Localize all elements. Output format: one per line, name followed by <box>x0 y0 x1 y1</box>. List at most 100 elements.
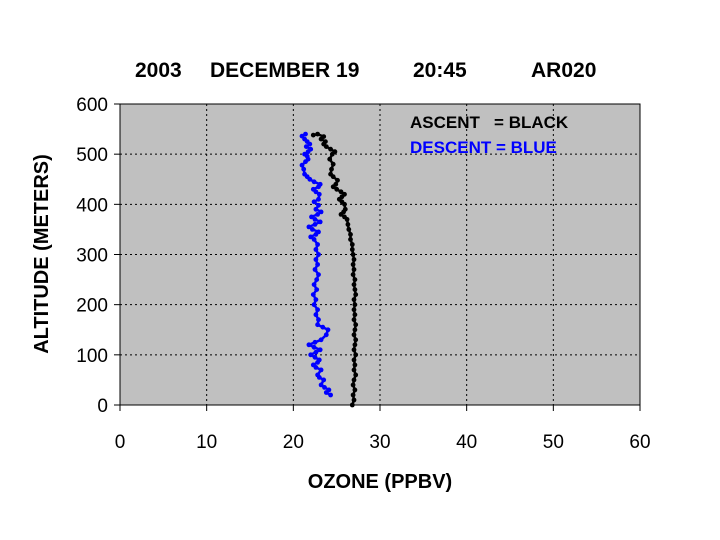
chart-title: 2003 DECEMBER 19 20:45 AR020 <box>135 59 596 82</box>
y-tick-label: 100 <box>76 346 108 367</box>
data-point <box>311 179 317 185</box>
title-time: 20:45 <box>413 59 467 82</box>
data-point <box>351 257 357 262</box>
data-point <box>351 357 357 363</box>
data-point <box>313 297 319 302</box>
data-point <box>342 206 348 212</box>
data-point <box>310 362 316 368</box>
data-point <box>327 156 333 162</box>
data-point <box>318 209 324 215</box>
data-point <box>335 177 340 183</box>
data-point <box>311 302 317 308</box>
data-point <box>353 322 359 328</box>
data-point <box>312 339 318 345</box>
x-tick-label: 10 <box>196 432 217 453</box>
data-point <box>322 385 327 390</box>
data-point <box>352 287 358 292</box>
data-point <box>330 161 336 167</box>
x-tick-label: 30 <box>369 432 390 453</box>
data-point <box>352 387 358 393</box>
y-tick-label: 0 <box>97 396 108 417</box>
data-point <box>315 372 320 378</box>
y-tick-label: 400 <box>76 195 108 216</box>
data-point <box>308 146 314 152</box>
data-point <box>299 162 305 168</box>
data-point <box>313 206 319 212</box>
data-point <box>350 392 356 398</box>
data-point <box>318 382 324 388</box>
grid-lines <box>120 104 640 405</box>
data-point <box>348 232 353 237</box>
legend-descent: DESCENT = BLUE <box>410 138 557 157</box>
data-point <box>301 166 307 172</box>
data-point <box>315 307 320 313</box>
data-point <box>314 277 320 282</box>
data-point <box>326 387 332 393</box>
data-point <box>308 352 314 358</box>
data-point <box>333 181 339 187</box>
x-tick-label: 0 <box>115 432 126 453</box>
data-point <box>329 166 334 172</box>
legend: ASCENT = BLACK DESCENT = BLUE <box>410 113 569 157</box>
data-point <box>318 367 324 373</box>
y-tick-label: 500 <box>76 145 108 166</box>
data-point <box>312 354 318 360</box>
title-date: DECEMBER 19 <box>210 59 359 82</box>
series-layer <box>299 131 359 408</box>
data-point <box>351 267 357 272</box>
data-point <box>317 219 323 225</box>
y-tick-label: 600 <box>76 95 108 116</box>
data-point <box>353 352 359 358</box>
data-point <box>310 292 316 297</box>
data-point <box>351 347 357 353</box>
data-point <box>316 202 321 208</box>
data-point <box>323 139 328 145</box>
data-point <box>317 347 323 353</box>
data-point <box>351 317 357 323</box>
data-point <box>311 344 317 350</box>
data-point <box>350 272 356 277</box>
data-point <box>313 349 319 355</box>
data-point <box>316 252 321 257</box>
data-point <box>328 171 333 177</box>
data-point <box>315 212 320 217</box>
data-point <box>345 222 351 227</box>
data-point <box>320 324 326 330</box>
data-point <box>349 242 355 247</box>
data-point <box>316 357 322 363</box>
data-point <box>321 377 327 383</box>
data-point <box>316 196 321 202</box>
title-year: 2003 <box>135 59 182 82</box>
data-point <box>318 337 324 343</box>
data-point <box>348 237 353 242</box>
data-point <box>351 307 357 313</box>
data-point <box>310 132 316 138</box>
legend-ascent: ASCENT = BLACK <box>410 113 569 132</box>
data-point <box>351 332 357 338</box>
data-point <box>351 297 357 302</box>
data-point <box>349 247 355 252</box>
data-point <box>310 227 315 232</box>
data-point <box>315 131 320 137</box>
data-point <box>315 262 320 267</box>
data-point <box>328 146 333 152</box>
data-point <box>315 242 320 247</box>
x-tick-label: 20 <box>283 432 304 453</box>
data-point <box>313 312 319 318</box>
data-point <box>306 342 312 348</box>
descent-points <box>299 131 333 398</box>
data-point <box>353 337 359 343</box>
data-point <box>352 327 358 333</box>
data-point <box>352 312 358 318</box>
data-point <box>317 181 323 187</box>
data-point <box>316 317 321 323</box>
data-point <box>351 397 357 403</box>
data-point <box>342 214 347 220</box>
data-point <box>313 247 319 252</box>
data-point <box>352 302 358 308</box>
data-point <box>303 131 308 137</box>
data-point <box>350 382 356 388</box>
data-point <box>316 272 321 277</box>
data-point <box>334 186 340 192</box>
